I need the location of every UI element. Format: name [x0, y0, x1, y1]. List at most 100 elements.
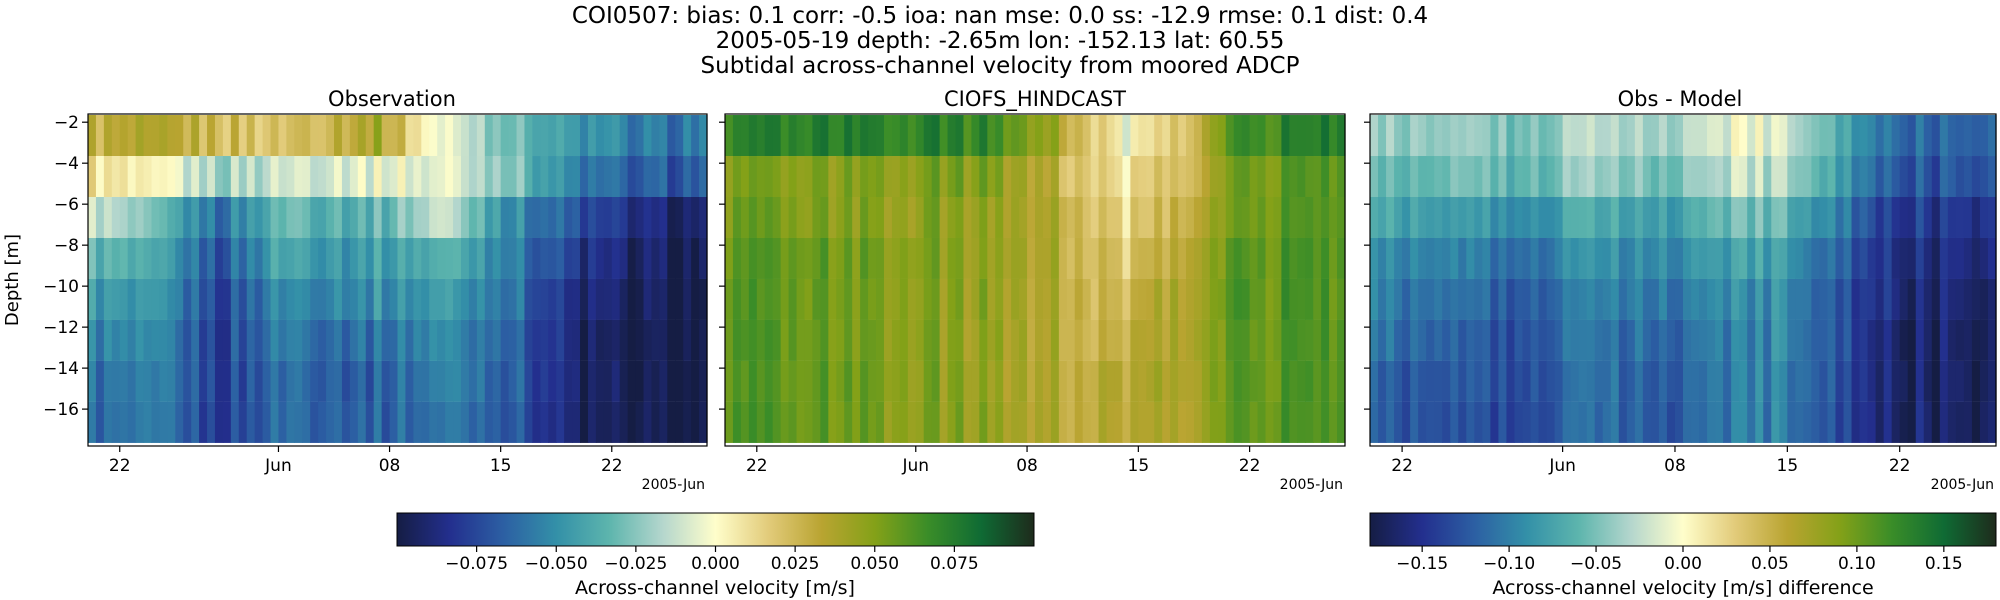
heatmap-cell [844, 237, 853, 279]
heatmap-cell [1386, 156, 1395, 197]
y-ticks [1364, 121, 1370, 410]
heatmap-cell [1747, 319, 1756, 361]
y-tick-label: −2 [54, 113, 79, 133]
heatmap-cell [667, 360, 676, 402]
header-line-2: 2005-05-19 depth: -2.65m lon: -152.13 la… [716, 28, 1285, 54]
heatmap-cell [540, 319, 549, 361]
heatmap-cell [1042, 197, 1052, 238]
heatmap-cell [1482, 278, 1491, 320]
heatmap-cell [1201, 197, 1211, 238]
heatmap-cell [939, 319, 949, 361]
heatmap-cell [572, 319, 581, 361]
heatmap-cell [476, 115, 486, 157]
heatmap-cell [1458, 156, 1467, 197]
heatmap-cell [1378, 115, 1387, 157]
heatmap-cell [1186, 278, 1195, 320]
heatmap-cell [199, 401, 208, 443]
heatmap-cell [159, 115, 168, 157]
heatmap-cell [88, 156, 97, 197]
heatmap-cell [111, 401, 121, 443]
heatmap-cell [294, 360, 303, 402]
heatmap-cell [1321, 197, 1330, 238]
heatmap-cell [1666, 156, 1676, 197]
heatmap-cell [95, 319, 105, 361]
heatmap-cell [1122, 278, 1131, 320]
heatmap-cell [828, 278, 837, 320]
heatmap-cell [1225, 401, 1235, 443]
heatmap-cell [103, 360, 113, 402]
heatmap-cell [1739, 197, 1748, 238]
heatmap-cell [1370, 156, 1379, 197]
heatmap-cell [971, 401, 980, 443]
heatmap-cell [1106, 156, 1116, 197]
heatmap-cell [1011, 237, 1020, 279]
heatmap-cell [262, 319, 272, 361]
heatmap-cell [508, 278, 518, 320]
heatmap-cell [1787, 115, 1796, 157]
heatmap-cell [397, 360, 407, 402]
heatmap-cell [1955, 197, 1965, 238]
heatmap-cell [1642, 278, 1652, 320]
heatmap-cell [1771, 401, 1780, 443]
heatmap-cell [230, 156, 240, 197]
heatmap-cell [548, 319, 557, 361]
heatmap-cell [1514, 115, 1524, 157]
heatmap-cell [1289, 197, 1298, 238]
heatmap-cell [1514, 401, 1524, 443]
heatmap-cell [659, 401, 668, 443]
heatmap-cell [756, 319, 766, 361]
heatmap-cell [222, 156, 232, 197]
heatmap-cell [804, 237, 814, 279]
heatmap-cell [1003, 115, 1012, 157]
heatmap-cell [1618, 278, 1628, 320]
heatmap-cell [1337, 115, 1346, 157]
heatmap-cell [1035, 278, 1044, 320]
heatmap-cell [1867, 278, 1877, 320]
heatmap-cell [939, 237, 949, 279]
heatmap-cell [828, 197, 837, 238]
heatmap-cell [1779, 115, 1788, 157]
heatmap-cell [1402, 156, 1411, 197]
heatmap-cell [246, 319, 256, 361]
heatmap-cell [580, 360, 589, 402]
heatmap-cell [1538, 115, 1548, 157]
heatmap-cell [1923, 156, 1933, 197]
heatmap-cell [1249, 319, 1259, 361]
heatmap-cell [1490, 197, 1500, 238]
heatmap-cell [1827, 278, 1837, 320]
heatmap-cell [1811, 115, 1821, 157]
heatmap-cell [1723, 401, 1732, 443]
heatmap-cell [334, 237, 343, 279]
heatmap-cell [1530, 115, 1540, 157]
heatmap-cell [891, 237, 901, 279]
heatmap-cell [1883, 319, 1893, 361]
heatmap-cell [772, 115, 782, 157]
heatmap-cell [1811, 156, 1821, 197]
heatmap-cell [1225, 197, 1235, 238]
heatmap-cell [1803, 401, 1813, 443]
heatmap-cell [1979, 197, 1989, 238]
heatmap-cell [1082, 360, 1092, 402]
heatmap-cell [1506, 115, 1516, 157]
heatmap-cell [199, 197, 208, 238]
heatmap-cell [1699, 319, 1708, 361]
heatmap-cell [1058, 278, 1068, 320]
heatmap-cell [1027, 237, 1036, 279]
header-line-1: COI0507: bias: 0.1 corr: -0.5 ioa: nan m… [572, 3, 1428, 29]
heatmap-cell [1386, 278, 1395, 320]
heatmap-cell [199, 360, 208, 402]
heatmap-cell [151, 401, 161, 443]
heatmap-cell [1779, 278, 1788, 320]
heatmap-cell [1386, 360, 1395, 402]
heatmap-cell [725, 237, 734, 279]
heatmap-cell [1321, 401, 1330, 443]
heatmap-cell [876, 237, 885, 279]
heatmap-cell [1979, 278, 1989, 320]
heatmap-cell [246, 401, 256, 443]
heatmap-cell [1987, 237, 1997, 279]
heatmap-cell [540, 156, 549, 197]
heatmap-cell [1827, 237, 1837, 279]
heatmap-cell [667, 197, 676, 238]
heatmap-cell [302, 197, 311, 238]
heatmap-cell [540, 360, 549, 402]
